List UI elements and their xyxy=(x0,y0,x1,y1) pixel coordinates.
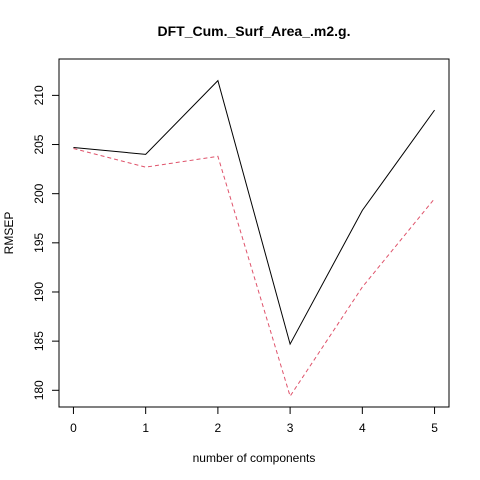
y-axis: 180 185 190 195 200 205 210 xyxy=(32,85,60,400)
y-tick-label: 180 xyxy=(32,380,46,400)
series-line-1 xyxy=(73,79,435,346)
series-layer xyxy=(73,79,435,398)
x-tick-label: 1 xyxy=(142,421,149,435)
x-tick-label: 0 xyxy=(70,421,77,435)
x-tick-label: 3 xyxy=(287,421,294,435)
x-tick-label: 4 xyxy=(359,421,366,435)
x-axis-label: number of components xyxy=(193,451,316,465)
x-tick-label: 2 xyxy=(215,421,222,435)
x-axis: 0 1 2 3 4 5 xyxy=(70,406,438,435)
x-tick-label: 5 xyxy=(431,421,438,435)
y-tick-label: 210 xyxy=(32,85,46,105)
y-tick-label: 205 xyxy=(32,134,46,154)
y-axis-label: RMSEP xyxy=(2,212,16,255)
y-tick-label: 190 xyxy=(32,282,46,302)
y-tick-label: 195 xyxy=(32,232,46,252)
chart-title: DFT_Cum._Surf_Area_.m2.g. xyxy=(158,23,351,39)
y-tick-label: 200 xyxy=(32,183,46,203)
series-line-2 xyxy=(73,147,435,398)
y-tick-label: 185 xyxy=(32,331,46,351)
plot-frame xyxy=(58,58,450,408)
